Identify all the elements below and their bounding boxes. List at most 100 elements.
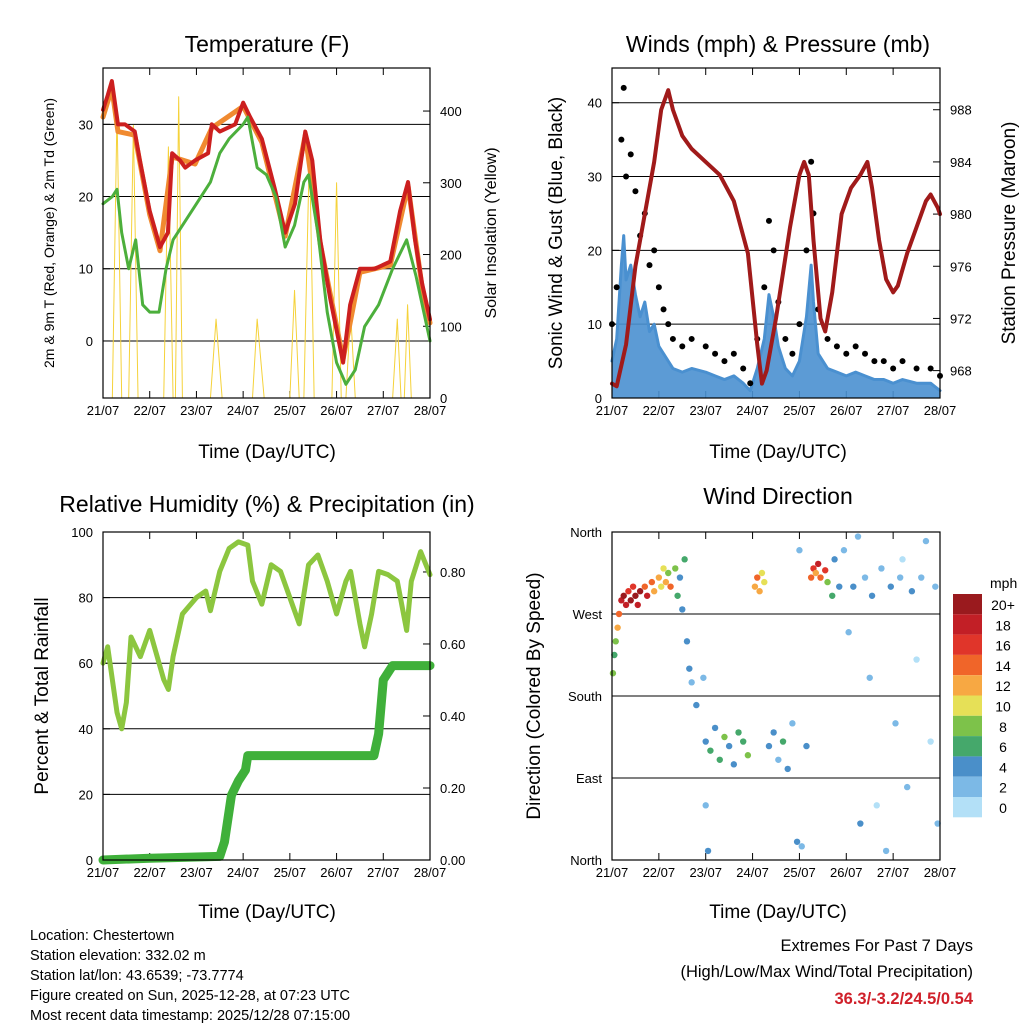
y2-tick-label: 988 xyxy=(950,103,972,118)
legend-label: 6 xyxy=(999,739,1007,755)
gust-point xyxy=(913,365,920,372)
legend-swatch xyxy=(953,797,982,818)
wind-direction-point xyxy=(934,820,941,827)
x-tick-label: 28/07 xyxy=(924,865,957,880)
y2-tick-label: 300 xyxy=(440,176,462,191)
legend-title: mph xyxy=(990,575,1017,591)
winds-xlabel: Time (Day/UTC) xyxy=(709,442,847,463)
temp-ylabel: 2m & 9m T (Red, Orange) & 2m Td (Green) xyxy=(41,98,57,368)
wind-direction-point xyxy=(817,574,824,581)
wind-direction-point xyxy=(814,560,822,568)
gust-point xyxy=(665,321,672,328)
x-tick-label: 24/07 xyxy=(736,865,769,880)
wind-direction-point xyxy=(611,651,618,659)
wind-direction-point xyxy=(836,583,843,590)
wind-direction-point xyxy=(824,578,831,586)
y-tick-label: South xyxy=(568,689,602,704)
plot-frame xyxy=(611,67,941,399)
wind-direction-point xyxy=(681,556,688,563)
x-tick-label: 26/07 xyxy=(320,403,353,418)
x-tick-label: 23/07 xyxy=(689,403,722,418)
x-tick-label: 23/07 xyxy=(689,865,722,880)
y2-tick-label: 400 xyxy=(440,104,462,119)
y2-tick-label: 0.60 xyxy=(440,637,465,652)
gust-point xyxy=(803,247,810,254)
wind-direction-point xyxy=(629,583,637,590)
plot-frame xyxy=(611,531,941,861)
gust-point xyxy=(862,350,869,357)
wind-direction-point xyxy=(702,802,709,809)
x-tick-label: 21/07 xyxy=(596,403,629,418)
legend-label: 8 xyxy=(999,719,1007,735)
gust-point xyxy=(702,343,709,350)
wind-direction-point xyxy=(702,738,709,745)
extremes-values: 36.3/-3.2/24.5/0.54 xyxy=(834,990,973,1008)
gust-point xyxy=(770,247,777,254)
temp-2m-line xyxy=(101,78,432,365)
gust-point xyxy=(890,365,897,372)
wind-direction-point xyxy=(822,567,829,574)
wind-direction-point xyxy=(716,756,723,763)
wind-direction-point xyxy=(648,578,656,586)
wind-direction-point xyxy=(927,738,934,745)
gust-point xyxy=(852,343,859,350)
y2-tick-label: 0.40 xyxy=(440,709,465,724)
wind-direction-point xyxy=(751,583,759,590)
gust-point xyxy=(927,365,934,372)
wind-direction-point xyxy=(829,592,836,599)
x-tick-label: 26/07 xyxy=(830,403,863,418)
gust-point xyxy=(655,284,662,291)
wind-direction-point xyxy=(850,583,857,590)
x-tick-label: 23/07 xyxy=(180,403,213,418)
wind-direction-point xyxy=(831,556,838,563)
solar-insolation-line xyxy=(102,96,431,399)
y-tick-label: 100 xyxy=(71,525,93,540)
y-tick-label: West xyxy=(573,607,603,622)
wind-direction-point xyxy=(908,588,916,595)
gust-point xyxy=(871,358,878,365)
y-tick-label: 30 xyxy=(588,170,602,185)
wind-direction-title: Wind Direction xyxy=(703,483,853,509)
winds-y2label: Station Pressure (Maroon) xyxy=(999,122,1020,345)
humidity-plot: 21/07 22/07 23/07 24/07 25/07 26/07 27/07 28/07… xyxy=(71,525,465,880)
legend-label: 10 xyxy=(995,699,1011,715)
legend-swatch xyxy=(953,594,982,615)
wind-direction-point xyxy=(674,592,681,599)
gust-point xyxy=(688,335,695,342)
legend-swatch xyxy=(953,654,982,676)
extremes-title: Extremes For Past 7 Days xyxy=(780,937,973,955)
wind-direction-point xyxy=(632,592,639,599)
wind-direction-point xyxy=(704,847,712,855)
x-tick-label: 22/07 xyxy=(643,865,676,880)
y-tick-label: 10 xyxy=(588,317,602,332)
gust-point xyxy=(679,343,686,350)
wind-direction-point xyxy=(693,701,700,709)
y-tick-label: 40 xyxy=(588,96,602,111)
legend-swatch xyxy=(953,614,982,635)
wind-direction-point xyxy=(854,533,862,540)
winds-plot: 21/07 22/07 23/07 24/07 25/07 26/07 27/07 28/07… xyxy=(588,67,972,418)
legend-label: 0 xyxy=(999,800,1007,816)
x-tick-label: 27/07 xyxy=(877,403,910,418)
wind-direction-point xyxy=(892,720,899,727)
wind-direction-point xyxy=(667,583,674,590)
wind-direction-point xyxy=(775,756,782,763)
wind-direction-point xyxy=(711,724,719,732)
temperature-plot: 21/07 22/07 23/07 24/07 25/07 26/07 27/07 28/07… xyxy=(79,67,462,418)
recent-data-text: Most recent data timestamp: 2025/12/28 0… xyxy=(30,1008,350,1024)
gust-point xyxy=(899,358,906,365)
gust-point xyxy=(880,358,887,365)
wind-direction-point xyxy=(700,674,707,681)
wind-direction-point xyxy=(896,574,904,581)
wind-direction-point xyxy=(754,574,761,581)
gust-point xyxy=(843,350,850,357)
x-tick-label: 24/07 xyxy=(736,403,769,418)
legend-swatch xyxy=(953,715,982,737)
winds-ylabel: Sonic Wind & Gust (Blue, Black) xyxy=(546,97,567,369)
gust-point xyxy=(721,358,728,365)
gust-point xyxy=(761,284,768,291)
x-tick-label: 28/07 xyxy=(414,403,447,418)
wind-direction-plot: 21/07 22/07 23/07 24/07 25/07 26/07 27/07 28/07… xyxy=(568,525,956,880)
wind-direction-point xyxy=(686,665,693,672)
gust-point xyxy=(765,217,772,224)
